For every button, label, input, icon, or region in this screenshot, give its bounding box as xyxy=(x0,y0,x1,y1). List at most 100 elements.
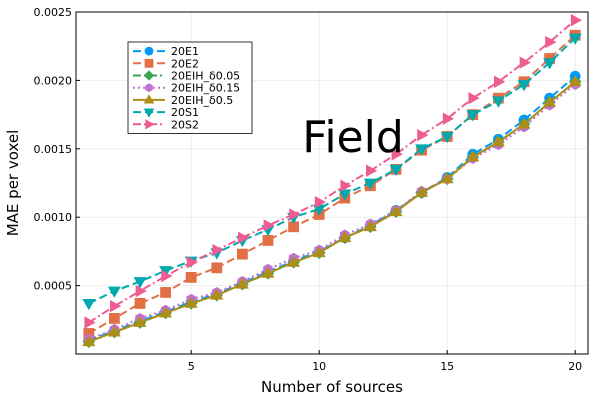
data-point xyxy=(160,287,172,298)
series-6 xyxy=(84,14,583,329)
data-point xyxy=(391,148,403,161)
data-point xyxy=(289,208,301,221)
data-point xyxy=(237,231,250,244)
legend-item: 20S2 xyxy=(133,118,199,131)
legend-marker xyxy=(143,108,155,118)
legend-marker xyxy=(144,46,154,56)
x-tick-label: 5 xyxy=(188,360,195,373)
y-tick-label: 0.0015 xyxy=(34,143,73,156)
data-point xyxy=(389,164,403,177)
data-point xyxy=(491,96,505,108)
data-point xyxy=(517,117,531,129)
data-point xyxy=(261,266,275,278)
y-tick-label: 0.0005 xyxy=(34,280,73,293)
x-axis-label: Number of sources xyxy=(261,378,403,396)
data-point xyxy=(133,315,147,327)
data-point xyxy=(543,58,557,70)
y-axis-label: MAE per voxel xyxy=(4,130,22,237)
data-point xyxy=(338,189,352,201)
data-point xyxy=(134,297,146,309)
legend-label: 20EIH_δ0.5 xyxy=(171,94,233,107)
data-point xyxy=(568,74,582,87)
data-point xyxy=(210,288,224,300)
data-point xyxy=(389,204,403,217)
data-point xyxy=(109,313,120,324)
data-point xyxy=(211,262,223,274)
legend-marker xyxy=(143,70,155,81)
legend-marker xyxy=(144,58,154,68)
data-point xyxy=(107,325,121,337)
legend-label: 20S1 xyxy=(171,106,199,119)
series-layer xyxy=(82,14,583,349)
legend-label: 20S2 xyxy=(171,118,199,131)
data-point xyxy=(185,271,197,283)
legend-label: 20EIH_δ0.05 xyxy=(171,70,240,83)
y-tick-label: 0.0025 xyxy=(34,6,73,19)
legend-item: 20EIH_δ0.15 xyxy=(133,82,240,95)
legend-item: 20EIH_δ0.5 xyxy=(133,94,233,107)
data-point xyxy=(440,132,454,144)
legend-item: 20EIH_δ0.05 xyxy=(133,70,240,83)
data-point xyxy=(133,277,147,289)
data-point xyxy=(440,172,454,184)
data-point xyxy=(468,92,480,105)
data-point xyxy=(159,306,173,318)
data-point xyxy=(363,219,377,232)
data-point xyxy=(262,235,274,246)
legend-marker xyxy=(145,83,153,93)
x-tick-label: 10 xyxy=(312,360,326,373)
data-point xyxy=(568,33,582,45)
data-point xyxy=(287,255,301,267)
data-point xyxy=(415,185,429,197)
plot-frame xyxy=(75,11,589,355)
chart-title: Field xyxy=(302,112,404,163)
data-point xyxy=(82,298,96,311)
data-point xyxy=(107,286,121,298)
data-point xyxy=(466,110,480,122)
data-point xyxy=(263,219,275,232)
data-point xyxy=(338,230,352,243)
data-point xyxy=(363,178,377,190)
data-point xyxy=(493,75,506,88)
legend-label: 20E1 xyxy=(171,45,199,58)
data-point xyxy=(161,269,173,283)
data-point xyxy=(184,296,198,308)
data-point xyxy=(517,80,531,92)
data-point xyxy=(365,164,378,177)
data-point xyxy=(212,243,224,257)
data-point xyxy=(570,14,583,27)
y-tick-label: 0.0020 xyxy=(34,74,73,87)
data-point xyxy=(491,135,505,147)
data-point xyxy=(417,128,429,142)
data-point xyxy=(236,248,248,260)
data-point xyxy=(545,35,557,49)
data-point xyxy=(314,195,327,209)
data-point xyxy=(415,144,429,156)
data-point xyxy=(543,95,557,107)
data-point xyxy=(442,112,455,125)
legend-marker xyxy=(143,94,155,104)
series-4 xyxy=(82,74,582,347)
x-tick-label: 20 xyxy=(568,360,582,373)
y-tick-label: 0.0010 xyxy=(34,211,73,224)
legend-label: 20EIH_δ0.15 xyxy=(171,82,240,95)
data-point xyxy=(82,334,96,347)
legend-label: 20E2 xyxy=(171,57,199,70)
data-point xyxy=(186,256,199,269)
data-point xyxy=(84,316,96,329)
legend-item: 20E1 xyxy=(133,45,199,58)
legend-item: 20S1 xyxy=(133,106,199,119)
data-point xyxy=(135,284,147,298)
legend: 20E120E220EIH_δ0.0520EIH_δ0.1520EIH_δ0.5… xyxy=(127,41,253,134)
axis-ticks: 5 10 15 20 0.0005 0.0010 0.0015 0.0020 0.0025 xyxy=(34,6,583,373)
legend-item: 20E2 xyxy=(133,57,199,70)
data-point xyxy=(235,277,249,289)
data-point xyxy=(110,299,122,313)
legend-marker xyxy=(145,119,155,130)
data-point xyxy=(466,150,480,162)
data-point xyxy=(340,179,352,192)
data-point xyxy=(312,245,326,258)
x-tick-label: 15 xyxy=(440,360,454,373)
